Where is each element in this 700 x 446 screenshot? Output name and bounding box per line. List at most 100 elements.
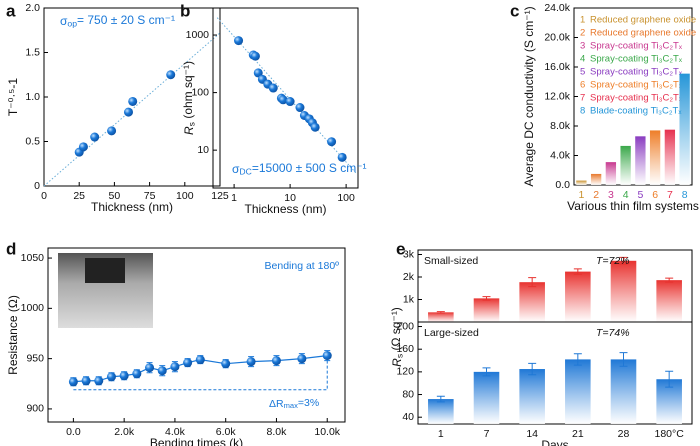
bar bbox=[605, 162, 617, 185]
point bbox=[183, 358, 193, 368]
point bbox=[327, 137, 337, 147]
x-tick-label: 3 bbox=[608, 189, 614, 201]
x-tick-label: 4 bbox=[623, 189, 629, 201]
error-bar bbox=[436, 311, 445, 314]
x-tick-label: 0.0 bbox=[66, 426, 81, 438]
legend-entry: Spray-coating Ti₃C₂Tₓ bbox=[590, 54, 683, 65]
y-tick-label: 1.0 bbox=[25, 91, 40, 103]
legend-number: 8 bbox=[580, 106, 585, 117]
bar bbox=[620, 145, 631, 185]
legend-number: 7 bbox=[580, 93, 585, 104]
error-bar bbox=[436, 395, 445, 403]
y-tick-label: 80 bbox=[402, 388, 414, 400]
x-tick-label: 4.0k bbox=[165, 426, 186, 438]
legend-number: 5 bbox=[580, 67, 585, 78]
error-bar bbox=[619, 256, 628, 265]
point bbox=[250, 51, 260, 61]
legend-entry: Reduced graphene oxide bbox=[590, 28, 696, 39]
panel-annotation: T=74% bbox=[596, 327, 630, 339]
error-bar bbox=[482, 296, 491, 301]
panel-annotation: T=72% bbox=[596, 255, 630, 267]
x-axis-label: Bending times (k) bbox=[150, 436, 243, 446]
y-axis-label: Average DC conductivity (S cm⁻¹) bbox=[522, 6, 536, 186]
legend-number: 6 bbox=[580, 80, 585, 91]
panel-annotation: Large-sized bbox=[424, 327, 479, 339]
text-part: max bbox=[284, 401, 298, 410]
bar bbox=[610, 359, 637, 424]
point bbox=[68, 377, 78, 387]
x-tick-label: 21 bbox=[572, 428, 584, 440]
point bbox=[285, 97, 295, 107]
y-tick-label: 1000 bbox=[21, 302, 45, 314]
plot-frame bbox=[47, 247, 346, 423]
bar bbox=[473, 298, 500, 322]
bar bbox=[519, 369, 545, 424]
point bbox=[157, 366, 167, 376]
legend-entry: Spray-coating Ti₃C₂Tₓ bbox=[590, 80, 683, 91]
panel-label: b bbox=[180, 1, 190, 20]
y-tick-label: 10 bbox=[197, 144, 209, 156]
text-part: ΔR bbox=[269, 398, 284, 410]
text-part: s bbox=[187, 122, 197, 126]
x-tick-label: 2.0k bbox=[114, 426, 135, 438]
bar bbox=[473, 371, 500, 424]
y-tick-label: 40 bbox=[402, 411, 414, 423]
legend-entry: Reduced graphene oxide bbox=[590, 15, 696, 26]
x-tick-label: 1 bbox=[578, 189, 584, 201]
y-tick-label: 1k bbox=[403, 293, 415, 305]
x-axis-label: Days bbox=[541, 438, 568, 446]
point bbox=[195, 355, 205, 365]
bar bbox=[664, 129, 676, 185]
error-bar bbox=[665, 277, 674, 283]
error-bar bbox=[482, 367, 491, 377]
error-bar bbox=[528, 277, 537, 288]
point bbox=[310, 122, 320, 132]
y-tick-label: 16.0k bbox=[544, 61, 570, 73]
y-tick-label: 8.0k bbox=[550, 120, 571, 132]
y-tick-label: 20.0k bbox=[544, 31, 570, 43]
x-tick-label: 0 bbox=[41, 190, 47, 202]
text-part: =15000 ± 500 S cm⁻¹ bbox=[252, 161, 367, 175]
text-part: s bbox=[395, 354, 405, 358]
y-axis-label: Rs (Ω sq⁻¹) bbox=[389, 307, 405, 367]
point bbox=[271, 356, 281, 366]
point bbox=[128, 96, 138, 106]
x-axis-label: Thickness (nm) bbox=[244, 202, 326, 216]
plot-frame bbox=[212, 7, 359, 189]
x-tick-label: 50 bbox=[109, 190, 121, 202]
bar bbox=[649, 130, 661, 185]
x-tick-label: 1 bbox=[438, 428, 444, 440]
point bbox=[295, 103, 305, 113]
panel-annotation: Small-sized bbox=[424, 255, 478, 267]
x-tick-label: 75 bbox=[144, 190, 156, 202]
point bbox=[268, 83, 278, 93]
bar bbox=[635, 136, 646, 185]
point bbox=[337, 152, 347, 162]
annotation: σDC=15000 ± 500 S cm⁻¹ bbox=[232, 161, 367, 177]
text-part: DC bbox=[239, 167, 251, 177]
x-tick-label: 6.0k bbox=[216, 426, 237, 438]
line bbox=[73, 355, 328, 383]
point bbox=[278, 95, 288, 105]
x-tick-label: 2 bbox=[593, 189, 599, 201]
text-part: R bbox=[182, 126, 196, 135]
x-tick-label: 7 bbox=[484, 428, 490, 440]
y-tick-label: 1.5 bbox=[25, 46, 40, 58]
text-part: op bbox=[67, 19, 77, 29]
x-tick-label: 7 bbox=[667, 189, 673, 201]
text-part: =3% bbox=[298, 397, 319, 409]
point bbox=[322, 351, 332, 361]
point bbox=[90, 132, 100, 142]
y-axis-label: Resistance (Ω) bbox=[6, 295, 20, 375]
x-axis-label: Various thin film systems bbox=[567, 199, 699, 213]
x-tick-label: 28 bbox=[618, 428, 630, 440]
point bbox=[132, 369, 142, 379]
y-tick-label: 950 bbox=[26, 352, 44, 364]
error-bar bbox=[528, 362, 537, 376]
delta-guide bbox=[73, 355, 328, 391]
text-part: (ohm sq⁻¹) bbox=[181, 61, 195, 122]
y-tick-label: 3k bbox=[403, 248, 415, 260]
point bbox=[119, 371, 129, 381]
panel-label: c bbox=[510, 1, 519, 20]
x-tick-label: 10 bbox=[284, 192, 296, 204]
